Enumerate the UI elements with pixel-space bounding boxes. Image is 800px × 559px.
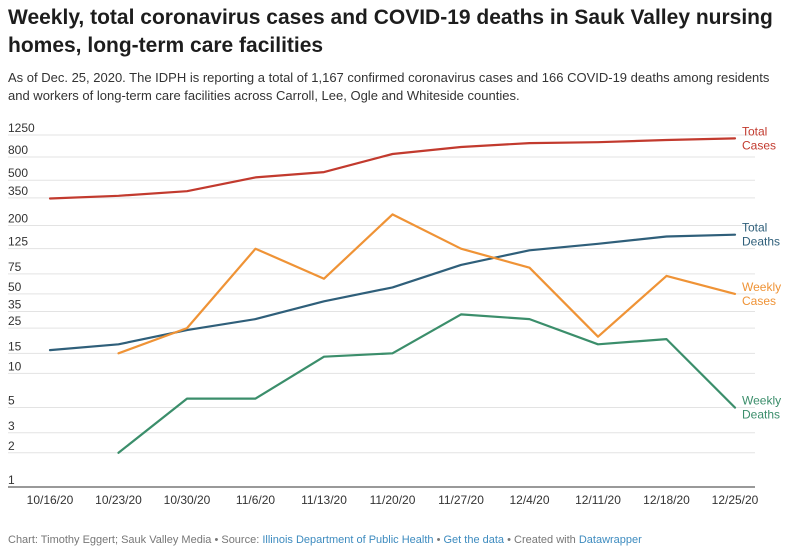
x-tick-label: 11/20/20: [370, 493, 416, 507]
x-tick-label: 12/4/20: [509, 493, 549, 507]
series-labels: Total Cases Total Deaths Weekly Cases Weekly De…: [742, 124, 781, 421]
x-tick-label: 11/6/20: [236, 493, 275, 507]
y-tick-label: 75: [8, 260, 22, 274]
y-tick-label: 5: [8, 394, 15, 408]
series-label: Weekly Deaths: [742, 394, 781, 422]
x-tick-label: 10/23/20: [95, 493, 142, 507]
series-label: Total Deaths: [742, 221, 780, 249]
y-tick-label: 350: [8, 184, 28, 198]
y-tick-label: 1250: [8, 122, 35, 135]
x-tick-label: 11/27/20: [438, 493, 484, 507]
series-line: [48, 233, 737, 352]
y-tick-label: 200: [8, 211, 28, 225]
series-label: Total Cases: [742, 124, 776, 152]
y-tick-label: 125: [8, 235, 28, 249]
y-tick-label: 15: [8, 339, 22, 353]
series-line: [117, 213, 737, 355]
datawrapper-link[interactable]: Datawrapper: [578, 534, 642, 546]
y-tick-label: 50: [8, 280, 22, 294]
y-tick-label: 1: [8, 473, 15, 487]
grid-lines: [8, 134, 755, 488]
series-label: Weekly Cases: [742, 280, 781, 308]
x-axis-tick-labels: 10/16/20 10/23/20 10/30/20 11/6/20 11/13/20 1…: [27, 493, 759, 507]
source-link[interactable]: Illinois Department of Public Health: [262, 534, 434, 546]
series-line: [48, 137, 737, 200]
y-tick-label: 500: [8, 166, 28, 180]
x-tick-label: 10/30/20: [164, 493, 211, 507]
y-tick-label: 2: [8, 439, 15, 453]
series-lines: [48, 137, 737, 454]
chart-footer: Chart: Timothy Eggert; Sauk Valley Media…: [8, 534, 642, 546]
footer-credit: Chart: Timothy Eggert; Sauk Valley Media…: [8, 534, 263, 546]
x-tick-label: 10/16/20: [27, 493, 74, 507]
x-tick-label: 11/13/20: [301, 493, 347, 507]
y-tick-label: 10: [8, 359, 22, 373]
x-tick-label: 12/25/20: [712, 493, 759, 507]
y-tick-label: 800: [8, 143, 28, 157]
y-tick-label: 3: [8, 419, 15, 433]
x-tick-label: 12/11/20: [575, 493, 621, 507]
footer-separator: •: [433, 534, 444, 546]
footer-created-with: • Created with: [504, 534, 579, 546]
chart-subtitle: As of Dec. 25, 2020. The IDPH is reporti…: [8, 70, 770, 103]
x-tick-label: 12/18/20: [643, 493, 690, 507]
y-tick-label: 35: [8, 297, 22, 311]
series-line: [117, 313, 737, 454]
y-tick-label: 25: [8, 314, 22, 328]
chart-title: Weekly, total coronavirus cases and COVI…: [8, 6, 773, 57]
get-the-data-link[interactable]: Get the data: [443, 534, 505, 546]
